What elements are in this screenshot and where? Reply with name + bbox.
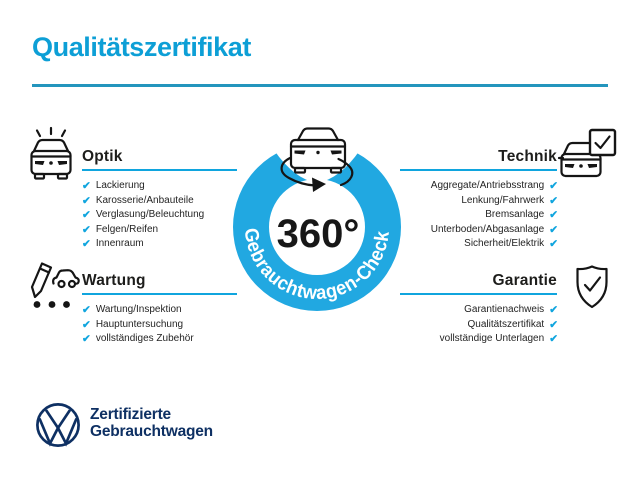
section-title-wartung: Wartung — [82, 272, 146, 289]
check-icon: ✔ — [549, 194, 558, 207]
check-icon: ✔ — [549, 333, 558, 345]
technik-divider — [400, 168, 557, 171]
list-item: ✔ Karosserie/Anbauteile — [82, 194, 194, 207]
check-icon: ✔ — [549, 304, 558, 316]
wartung-divider — [82, 293, 237, 296]
list-item: Qualitätszertifikat ✔ — [467, 318, 558, 331]
garantie-divider — [400, 293, 557, 296]
check-icon: ✔ — [82, 223, 91, 236]
check-icon: ✔ — [82, 209, 91, 221]
section-title-technik: Technik — [498, 148, 557, 165]
list-item: Bremsanlage ✔ — [485, 209, 558, 221]
ring — [232, 142, 401, 312]
garantie-list: Garantienachweis ✔ Qualitätszertifikat ✔ v… — [300, 303, 558, 347]
vw-logo — [36, 403, 80, 447]
check-icon: ✔ — [549, 180, 558, 192]
check-icon: ✔ — [82, 318, 91, 331]
list-item: Aggregate/Antriebsstrang ✔ — [430, 180, 558, 192]
optik-list: ✔ Lackierung ✔ Karosserie/Anbauteile ✔ Verg… — [82, 179, 204, 252]
list-item: vollständige Unterlagen ✔ — [439, 333, 558, 345]
page-title: Qualitätszertifikat — [32, 32, 251, 62]
list-item: ✔ Felgen/Reifen — [82, 223, 159, 236]
list-item: ✔ Verglasung/Beleuchtung — [82, 209, 205, 221]
technik-list: Aggregate/Antriebsstrang ✔ Lenkung/Fahrwe… — [300, 179, 558, 252]
list-item: ✔ Lackierung — [82, 180, 145, 192]
list-item: Sicherheit/Elektrik ✔ — [464, 238, 558, 250]
list-item: ✔ vollständiges Zubehör — [82, 333, 194, 345]
check-icon: ✔ — [82, 333, 91, 345]
list-item: ✔ Hauptuntersuchung — [82, 318, 184, 331]
list-item: Unterboden/Abgasanlage ✔ — [430, 223, 558, 236]
check-icon: ✔ — [82, 180, 91, 192]
shield-check-icon — [576, 265, 608, 309]
list-item: ✔ Wartung/Inspektion — [82, 304, 182, 316]
list-item: ✔ Innenraum — [82, 238, 144, 250]
pencil-car-icon — [30, 262, 80, 308]
section-title-garantie: Garantie — [492, 272, 557, 289]
optik-divider — [82, 168, 237, 171]
list-item: Garantienachweis ✔ — [464, 304, 558, 316]
car-sparkle-icon — [30, 126, 72, 180]
footer-line1: Zertifizierte — [90, 406, 171, 423]
check-icon: ✔ — [82, 194, 91, 207]
title-divider — [32, 84, 608, 87]
check-icon: ✔ — [549, 238, 558, 250]
car-checkbox-icon — [557, 128, 617, 178]
footer-claim: Zertifizierte Gebrauchtwagen — [90, 406, 213, 440]
section-title-optik: Optik — [82, 148, 123, 165]
check-icon: ✔ — [82, 238, 91, 250]
check-icon: ✔ — [549, 318, 558, 331]
check-icon: ✔ — [549, 223, 558, 236]
footer-line2: Gebrauchtwagen — [90, 423, 213, 440]
list-item: Lenkung/Fahrwerk ✔ — [461, 194, 558, 207]
rotating-car-icon — [280, 127, 354, 192]
check-icon: ✔ — [82, 304, 91, 316]
check-icon: ✔ — [549, 209, 558, 221]
360-check-badge: 360° Gebrauchtwagen-Check — [232, 124, 401, 312]
wartung-list: ✔ Wartung/Inspektion ✔ Hauptuntersuchung ✔… — [82, 303, 194, 347]
degree-value: 360° — [277, 212, 360, 256]
